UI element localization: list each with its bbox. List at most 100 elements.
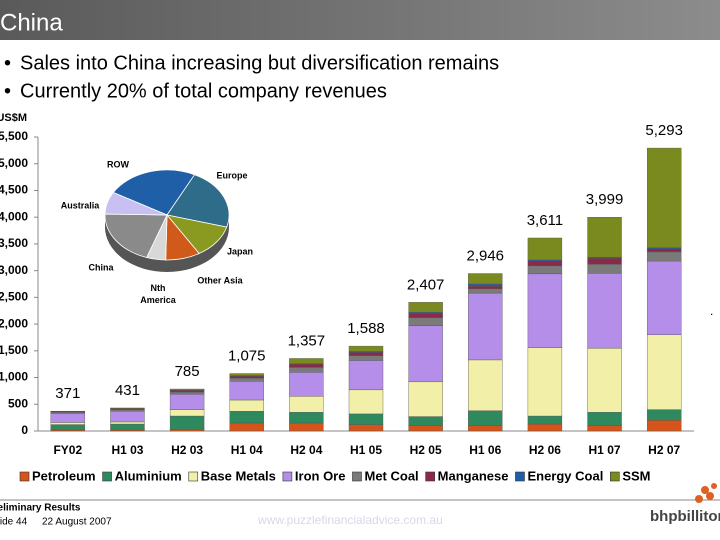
x-tick-label: H1 07	[589, 443, 621, 457]
bar-segment	[229, 422, 264, 432]
total-label: 2,407	[407, 276, 445, 293]
legend-swatch	[19, 471, 30, 482]
bar-segment	[646, 248, 682, 253]
bar-segment	[348, 389, 384, 415]
bar-segment	[110, 421, 145, 425]
y-tick-label: 4,500	[0, 183, 28, 197]
bar-segment	[587, 264, 622, 274]
bar-segment	[169, 390, 205, 393]
bar-segment	[110, 409, 145, 412]
bar-segment	[527, 237, 563, 261]
x-tick-label: H2 07	[648, 443, 680, 457]
legend-swatch	[610, 471, 620, 482]
bar-segment	[110, 411, 145, 423]
bar-segment	[587, 217, 622, 258]
bullet-mark: •	[4, 80, 11, 102]
pie-label: ROW	[107, 159, 130, 169]
bullet-mark: •	[4, 52, 11, 74]
y-tick-label: 2,000	[0, 316, 28, 330]
y-tick-label: 4,000	[0, 209, 28, 223]
legend-label: Manganese	[438, 468, 509, 483]
bar-segment	[646, 420, 682, 432]
x-tick-label: H2 05	[410, 443, 442, 457]
bar-segment	[468, 410, 503, 426]
bar-segment	[527, 347, 563, 417]
bar-segment	[408, 313, 443, 318]
bar-segment	[229, 373, 264, 376]
bar-segment	[289, 422, 324, 432]
bar-segment	[587, 347, 622, 413]
logo-dots	[695, 483, 717, 503]
legend-label: Aluminium	[115, 468, 182, 483]
bar-segment	[587, 425, 622, 432]
bar-segment	[408, 317, 443, 326]
total-label: 3,611	[527, 212, 563, 229]
total-label: 5,293	[645, 122, 683, 139]
total-label: 3,999	[586, 191, 624, 208]
bar-segment	[646, 147, 682, 248]
bar-segment	[408, 325, 443, 383]
x-tick-label: H1 05	[350, 443, 382, 457]
pie-label: Other Asia	[197, 275, 243, 285]
bar-segment	[229, 376, 264, 379]
legend-swatch	[188, 471, 199, 482]
bar-segment	[527, 273, 563, 348]
bar-segment	[50, 413, 86, 423]
y-tick-label: 500	[8, 396, 28, 410]
dot: .	[710, 304, 713, 318]
legend-swatch	[102, 471, 112, 482]
watermark: www.puzzlefinancialadvice.com.au	[257, 513, 443, 527]
bar-segment	[587, 273, 622, 349]
bar-segment	[408, 381, 443, 417]
x-tick-label: H2 06	[529, 443, 561, 457]
bar-segment	[527, 415, 563, 425]
legend-label: Met Coal	[364, 468, 418, 483]
bar-segment	[169, 393, 205, 410]
total-label: 1,075	[228, 348, 266, 365]
x-tick-label: H1 04	[231, 443, 263, 457]
bar-segment	[468, 359, 503, 411]
bar-segment	[169, 388, 205, 391]
bar-segment	[229, 411, 264, 424]
y-tick-label: 5,000	[0, 156, 28, 170]
bar-segment	[468, 288, 503, 294]
legend-swatch	[352, 471, 362, 482]
bar-segment	[289, 396, 324, 413]
y-tick-label: 0	[21, 423, 28, 437]
y-tick-label: 1,000	[0, 370, 28, 384]
bar-segment	[468, 285, 503, 290]
bar-segment	[289, 372, 324, 397]
bar-segment	[646, 251, 682, 262]
legend-label: Iron Ore	[295, 468, 346, 483]
bar-segment	[587, 258, 622, 265]
bar-segment	[348, 345, 384, 352]
bar-segment	[646, 260, 682, 335]
legend-label: Base Metals	[201, 468, 276, 483]
total-label: 371	[55, 385, 80, 402]
x-tick-label: H2 04	[290, 443, 322, 457]
y-tick-label: 3,000	[0, 263, 28, 277]
legend-label: Petroleum	[32, 468, 96, 483]
bar-segment	[348, 424, 384, 432]
bar-segment	[646, 409, 682, 421]
bar-segment	[527, 265, 563, 275]
y-tick-label: 3,500	[0, 236, 28, 250]
bar-segment	[229, 399, 264, 412]
y-tick-label: 2,500	[0, 290, 28, 304]
legend-swatch	[425, 471, 435, 482]
bar-segment	[408, 425, 443, 432]
bar-segment	[289, 363, 324, 368]
total-label: 1,588	[347, 320, 385, 337]
pie-label: Japan	[227, 246, 253, 256]
x-tick-label: H2 03	[171, 443, 203, 457]
footer-line: Preliminary Results	[0, 503, 81, 514]
pie-slice	[104, 192, 168, 216]
footer-date: 22 August 2007	[42, 517, 112, 528]
bar-segment	[110, 423, 145, 431]
bar-segment	[348, 352, 384, 356]
legend-swatch	[515, 471, 525, 482]
bar-segment	[289, 412, 324, 424]
bar-segment	[348, 413, 384, 425]
x-tick-label: H1 06	[469, 443, 501, 457]
y-axis-label: US$M	[0, 112, 27, 124]
